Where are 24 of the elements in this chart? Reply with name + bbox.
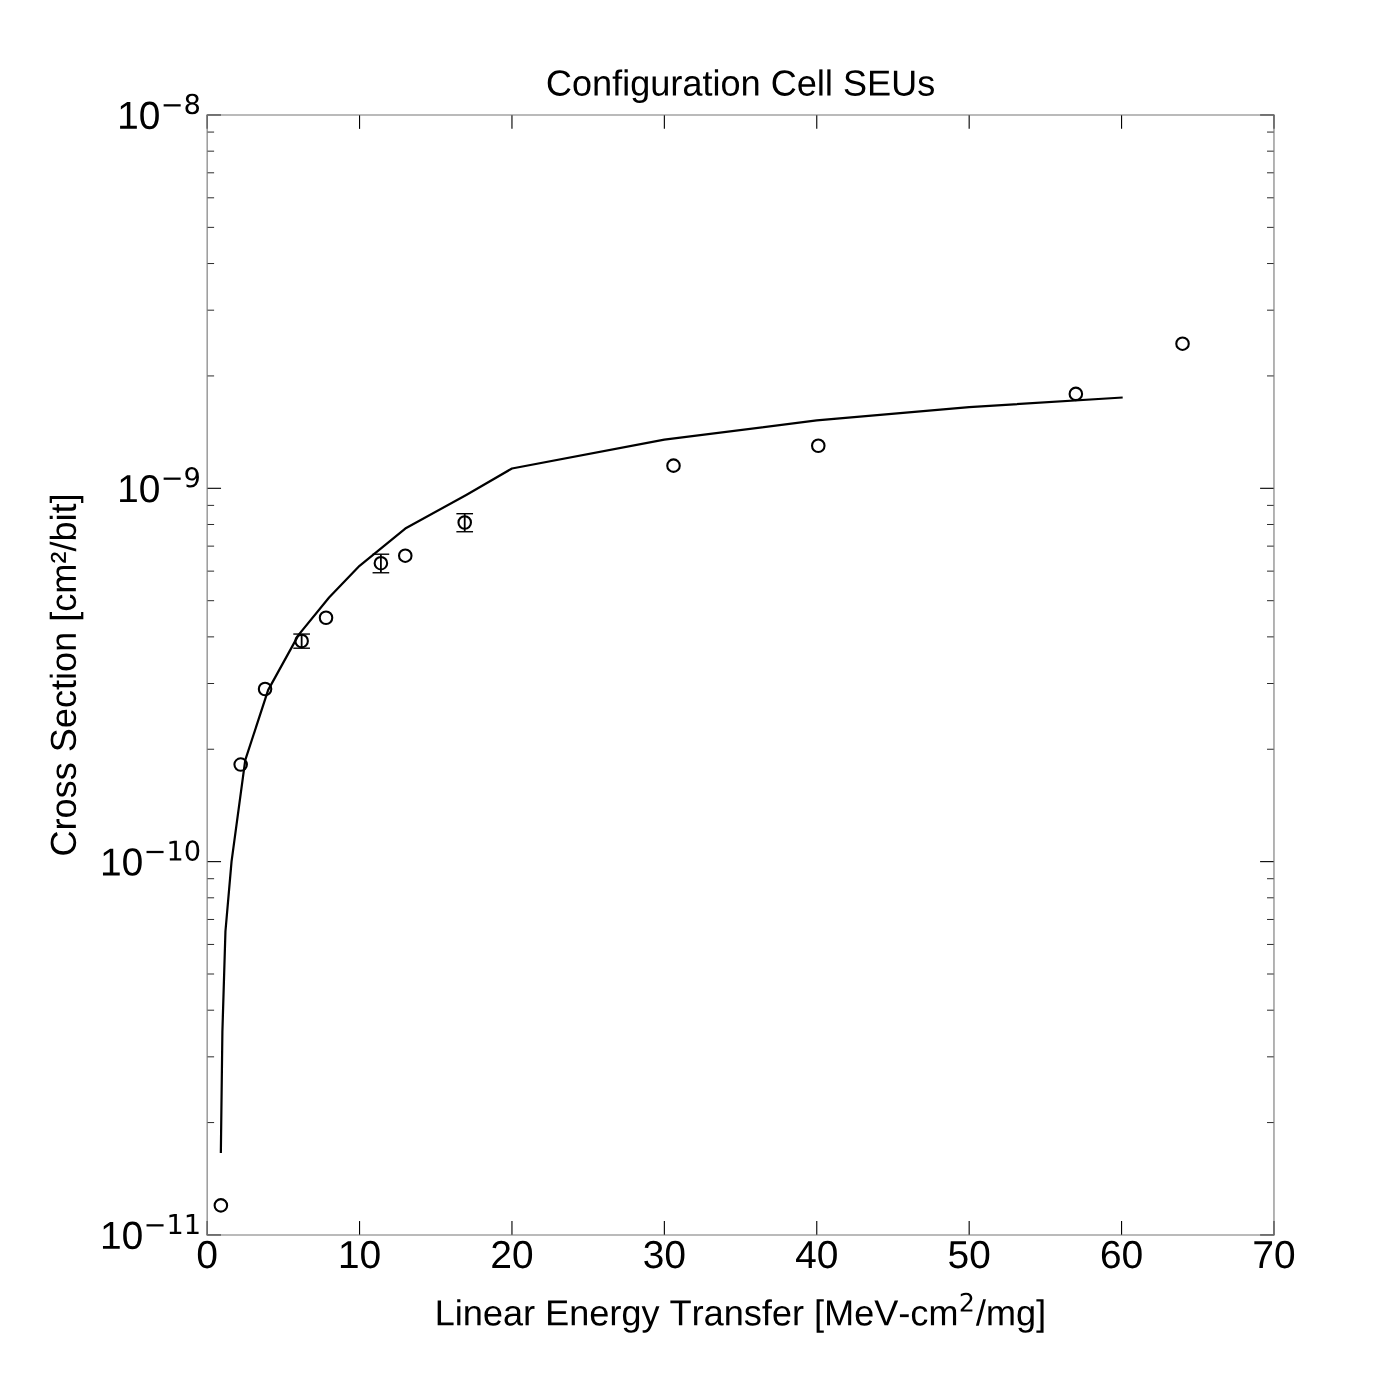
y-axis-title: Cross Section [cm²/bit] xyxy=(49,495,84,855)
point xyxy=(233,757,248,772)
y-tick-label: 10$^{−10}$ xyxy=(102,840,200,876)
point xyxy=(666,458,681,473)
point xyxy=(318,610,334,626)
point xyxy=(257,681,273,697)
x-tick-label: 20 xyxy=(492,1240,533,1269)
x-tick-label: 50 xyxy=(949,1240,990,1269)
x-tick-label: 10 xyxy=(340,1240,380,1269)
y-tick-label: 10$^{−11}$ xyxy=(102,1214,199,1250)
point xyxy=(213,1198,229,1213)
x-tick-label: 30 xyxy=(644,1240,685,1269)
point xyxy=(1068,386,1084,402)
x-tick-label: 0 xyxy=(197,1240,217,1269)
y-tick-label: 10$^{−9}$ xyxy=(120,467,199,503)
y-tick-label: 10$^{−8}$ xyxy=(120,93,200,130)
chart-title: Configuration Cell SEUs xyxy=(547,69,934,104)
x-tick-label: 40 xyxy=(796,1240,837,1269)
x-axis-title: Linear Energy Transfer [MeV-cm$^{2}$/mg] xyxy=(437,1292,1044,1333)
x-tick-label: 60 xyxy=(1101,1240,1142,1269)
x-tick-label: 70 xyxy=(1254,1240,1295,1269)
point xyxy=(1175,336,1190,351)
point xyxy=(397,548,413,563)
point xyxy=(811,438,826,454)
